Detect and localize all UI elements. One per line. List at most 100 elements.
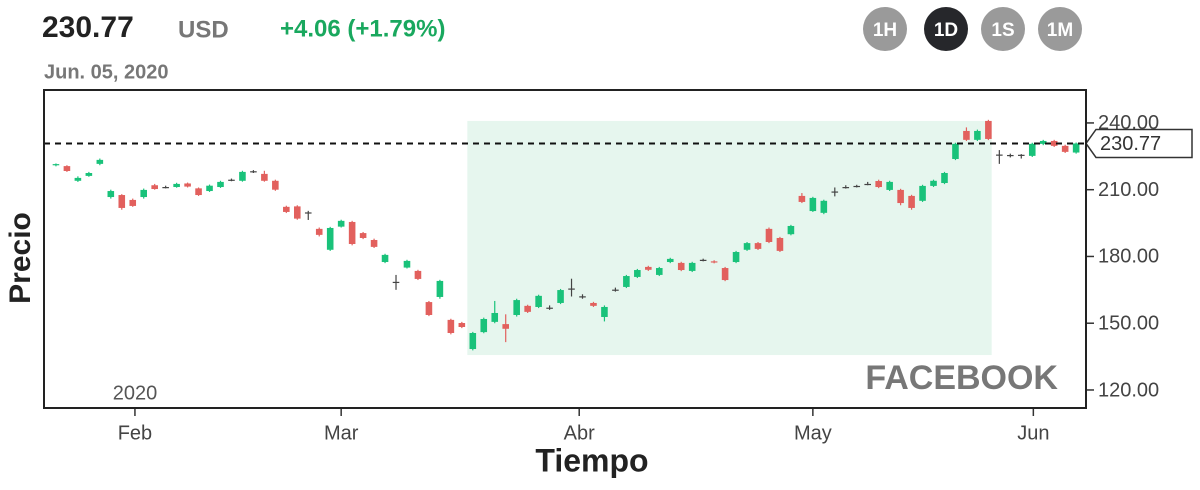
y-tick-label: 180.00 (1098, 246, 1159, 268)
change: +4.06 (+1.79%) (280, 15, 445, 42)
candle-body (765, 228, 773, 242)
candle-body (447, 319, 455, 334)
candle-body (228, 179, 235, 181)
candle-body (293, 206, 301, 219)
candle-body (568, 288, 575, 290)
button-bg (924, 7, 968, 51)
candle-body (524, 305, 531, 312)
candle-body (96, 159, 104, 164)
candle-body (590, 302, 597, 306)
candle-body (996, 154, 1003, 156)
candle-body (842, 187, 850, 189)
y-tick-label: 120.00 (1098, 379, 1159, 401)
candle-body (820, 200, 828, 213)
plot-frame (43, 89, 1087, 409)
candle-body (502, 324, 510, 329)
candle-body (469, 333, 477, 350)
candle-body (601, 306, 608, 317)
candle-body (919, 185, 926, 201)
candle-body (304, 212, 312, 214)
candle-body (897, 189, 904, 204)
candle-body (1039, 140, 1047, 144)
candle-body (74, 177, 82, 181)
candle-body (853, 185, 861, 188)
candle-body (809, 197, 817, 212)
candle-body (1061, 145, 1069, 152)
interval-button[interactable]: 1S (981, 7, 1025, 51)
candle-body (886, 181, 893, 190)
candle-body (370, 239, 378, 247)
candle-body (908, 195, 915, 208)
candle-body (677, 262, 685, 271)
candle-body (732, 252, 740, 263)
x-tick-label: Mar (324, 422, 359, 444)
candle-body (1017, 154, 1025, 156)
candle-body (52, 164, 60, 166)
candle-body (710, 261, 718, 263)
button-bg (1038, 7, 1082, 51)
candle-body (579, 296, 586, 298)
candle-body (184, 183, 191, 187)
year-label: 2020 (113, 382, 158, 404)
currency: USD (178, 16, 229, 43)
candle-body (173, 183, 180, 188)
interval-button[interactable]: 1M (1038, 7, 1082, 51)
x-tick-label: May (794, 422, 832, 444)
candle-body (272, 180, 279, 190)
interval-button[interactable]: 1D (924, 7, 968, 51)
x-tick-label: Jun (1017, 422, 1049, 444)
candle-body (721, 268, 729, 281)
x-tick-label: Abr (564, 422, 595, 444)
candle-body (985, 120, 992, 139)
candle-body (1028, 143, 1036, 156)
candle-body (414, 270, 422, 279)
y-tick-label: 210.00 (1098, 179, 1159, 201)
candle-body (63, 166, 71, 172)
candle-body (359, 233, 367, 238)
candle-body (864, 183, 871, 186)
candle-body (326, 227, 334, 250)
watermark: FACEBOOK (865, 359, 1058, 397)
x-axis-title: Tiempo (535, 442, 648, 478)
candle-body (634, 270, 641, 277)
candle-body (941, 173, 948, 184)
candle-body (458, 322, 466, 327)
candle-body (151, 185, 158, 190)
candle-body (930, 180, 937, 186)
candle-body (392, 281, 400, 284)
button-label: 1D (934, 20, 958, 41)
candle-body (85, 173, 93, 176)
candle-body (688, 262, 696, 271)
candle-body (974, 130, 981, 140)
candle-body (315, 228, 323, 235)
candle-body (283, 206, 290, 212)
candle-body (623, 276, 630, 287)
candle-body (798, 195, 806, 202)
candle-body (754, 243, 762, 249)
candle-body (491, 312, 499, 322)
candle-body (513, 300, 520, 315)
button-bg (981, 7, 1025, 51)
candle-body (348, 221, 356, 244)
price-tag (1085, 128, 1193, 159)
candle-body (787, 225, 795, 235)
candle-body (206, 185, 213, 192)
candle-body (875, 181, 882, 188)
candle-body (129, 199, 137, 206)
candle-body (140, 189, 148, 198)
price-tag-label: 230.77 (1100, 133, 1161, 155)
candle-body (1050, 140, 1058, 146)
candle-body (118, 195, 126, 208)
y-axis-title: Precio (4, 212, 37, 304)
x-tick-label: Feb (118, 422, 152, 444)
candle-body (250, 171, 257, 173)
candle-body (107, 191, 115, 198)
candle-body (217, 181, 224, 188)
candle-body (162, 187, 169, 189)
candle-body (535, 295, 542, 307)
button-bg (863, 7, 907, 51)
candle-body (743, 243, 751, 250)
interval-button[interactable]: 1H (863, 7, 907, 51)
candle-body (655, 268, 663, 275)
